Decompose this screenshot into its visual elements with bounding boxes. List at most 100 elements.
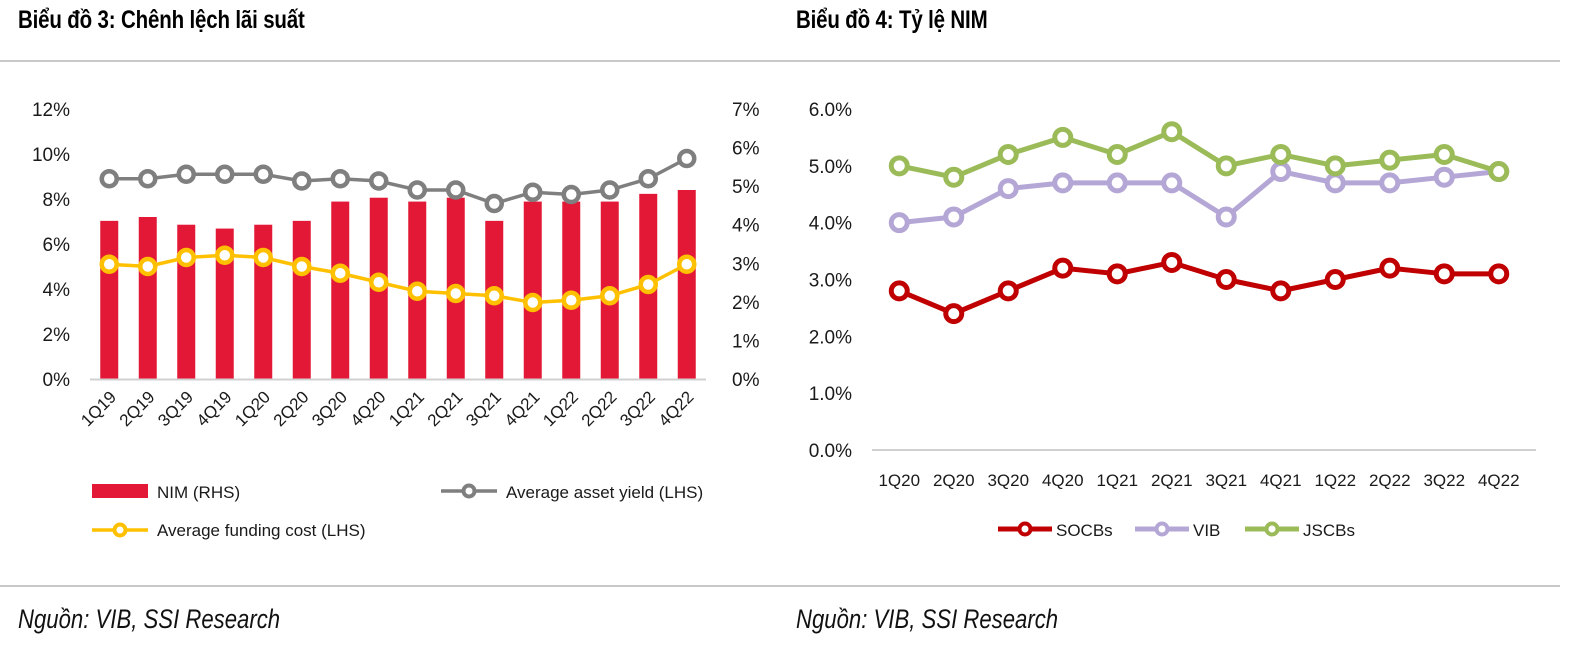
series-marker-vib — [1215, 206, 1237, 228]
series-marker-vib — [1433, 166, 1455, 188]
series-marker-vib — [1052, 172, 1074, 194]
x-axis-tick-label: 2Q20 — [270, 387, 313, 430]
y-axis-tick-label: 3.0% — [809, 271, 852, 292]
series-marker-jscbs — [1106, 143, 1128, 165]
x-axis-tick-label: 1Q19 — [77, 387, 120, 430]
x-axis-tick-label: 4Q21 — [501, 387, 544, 430]
series-marker-socbs — [943, 303, 965, 325]
legend-marker-jscbs — [1264, 521, 1280, 537]
series-marker-jscbs — [1488, 161, 1510, 183]
series-marker-funding-cost — [138, 256, 158, 277]
series-marker-asset-yield — [176, 164, 196, 184]
y-axis-tick-label: 0.0% — [809, 441, 852, 462]
series-marker-asset-yield — [253, 164, 273, 184]
x-axis-tick-label: 3Q19 — [154, 387, 197, 430]
left-axis-tick-label: 12% — [32, 100, 70, 121]
series-line-socbs — [898, 259, 1499, 317]
left-axis-tick-label: 8% — [43, 190, 71, 211]
left-axis-tick-label: 10% — [32, 145, 70, 166]
series-marker-socbs — [1379, 257, 1401, 279]
series-marker-vib — [943, 206, 965, 228]
y-axis-tick-label: 1.0% — [809, 384, 852, 405]
series-marker-asset-yield — [561, 184, 581, 205]
series-marker-funding-cost — [484, 286, 504, 306]
x-axis-tick-label: 2Q22 — [1369, 471, 1411, 490]
series-marker-socbs — [888, 280, 910, 302]
nim-bar — [292, 220, 311, 379]
legend-marker-vib — [1154, 521, 1170, 537]
x-axis-tick-label: 1Q22 — [539, 387, 582, 430]
x-axis-tick-label: 3Q21 — [1205, 471, 1247, 490]
x-axis-tick-label: 1Q21 — [385, 387, 428, 430]
series-marker-socbs — [997, 280, 1019, 302]
series-marker-asset-yield — [446, 180, 466, 200]
x-axis-tick-label: 4Q21 — [1260, 471, 1302, 490]
legend-marker-socbs — [1017, 521, 1033, 537]
right-axis-tick-label: 5% — [732, 177, 760, 198]
y-axis-tick-label: 5.0% — [809, 157, 852, 178]
series-marker-socbs — [1161, 251, 1183, 273]
x-axis-tick-label: 2Q19 — [116, 387, 159, 430]
series-marker-asset-yield — [484, 193, 504, 214]
series-marker-funding-cost — [99, 254, 119, 274]
series-marker-asset-yield — [677, 148, 697, 169]
series-marker-asset-yield — [138, 169, 158, 189]
series-marker-jscbs — [1270, 143, 1292, 165]
chart4-svg: 0.0% 1.0% 2.0% 3.0% 4.0% 5.0% 6.0% 1Q20 2Q20 3Q20… — [809, 100, 1536, 540]
x-axis-tick-label: 2Q21 — [1151, 471, 1193, 490]
series-marker-asset-yield — [600, 180, 620, 200]
series-line-vib — [898, 169, 1500, 226]
right-axis-tick-label: 3% — [732, 254, 760, 275]
series-marker-vib — [1324, 172, 1346, 194]
right-axis-tick-label: 7% — [732, 100, 760, 121]
series-marker-funding-cost — [600, 286, 620, 306]
nim-bar — [677, 190, 696, 379]
left-axis-tick-label: 6% — [43, 235, 71, 256]
series-marker-socbs — [1324, 269, 1346, 290]
series-marker-jscbs — [1324, 155, 1346, 177]
legend-label-vib: VIB — [1193, 521, 1220, 540]
legend-marker-funding-cost — [112, 522, 128, 538]
legend-label-socbs: SOCBs — [1056, 521, 1113, 540]
x-axis-tick-label: 3Q21 — [462, 387, 505, 430]
series-marker-vib — [1379, 172, 1401, 194]
x-axis-tick-label: 4Q20 — [347, 387, 390, 430]
x-axis-tick-label: 1Q21 — [1096, 471, 1138, 490]
series-marker-asset-yield — [369, 171, 389, 191]
x-axis-tick-label: 4Q22 — [1478, 471, 1520, 490]
x-axis-tick-label: 1Q22 — [1314, 471, 1356, 490]
x-axis-tick-label: 3Q20 — [987, 471, 1029, 490]
series-marker-socbs — [1052, 257, 1074, 279]
legend-swatch-nim — [92, 484, 148, 498]
top-divider — [0, 60, 1560, 62]
series-marker-vib — [1106, 172, 1128, 194]
legend-label-jscbs: JSCBs — [1303, 521, 1355, 540]
series-marker-asset-yield — [330, 169, 350, 189]
series-marker-jscbs — [1052, 126, 1074, 148]
series-marker-jscbs — [1161, 121, 1183, 143]
nim-bar — [138, 217, 157, 379]
y-axis-tick-label: 4.0% — [809, 214, 852, 235]
right-axis-tick-label: 6% — [732, 139, 760, 160]
series-marker-funding-cost — [292, 256, 312, 277]
chart3-svg: 0% 2% 4% 6% 8% 10% 12% 0% 1% 2% 3% 4% 5% 6% 7% 1Q192Q19… — [32, 100, 760, 540]
y-axis-tick-label: 2.0% — [809, 327, 852, 348]
legend-label-asset-yield: Average asset yield (LHS) — [506, 483, 703, 502]
series-marker-asset-yield — [523, 182, 543, 202]
x-axis-tick-label: 1Q20 — [231, 387, 274, 430]
right-axis-tick-label: 1% — [732, 331, 760, 352]
series-marker-jscbs — [1215, 155, 1237, 177]
x-axis-tick-label: 3Q22 — [616, 387, 659, 430]
x-axis-tick-label: 1Q20 — [878, 471, 920, 490]
series-marker-funding-cost — [677, 254, 697, 274]
x-axis-tick-label: 4Q20 — [1042, 471, 1084, 490]
left-axis-tick-label: 0% — [43, 370, 71, 391]
x-axis-tick-label: 4Q22 — [655, 387, 698, 430]
series-marker-funding-cost — [446, 283, 466, 304]
x-axis-tick-label: 4Q19 — [193, 387, 236, 430]
series-marker-asset-yield — [99, 169, 119, 189]
series-line-funding-cost — [109, 253, 688, 305]
series-marker-socbs — [1270, 280, 1292, 302]
chart3-title: Biểu đồ 3: Chênh lệch lãi suất — [18, 6, 305, 34]
series-marker-socbs — [1433, 263, 1455, 285]
